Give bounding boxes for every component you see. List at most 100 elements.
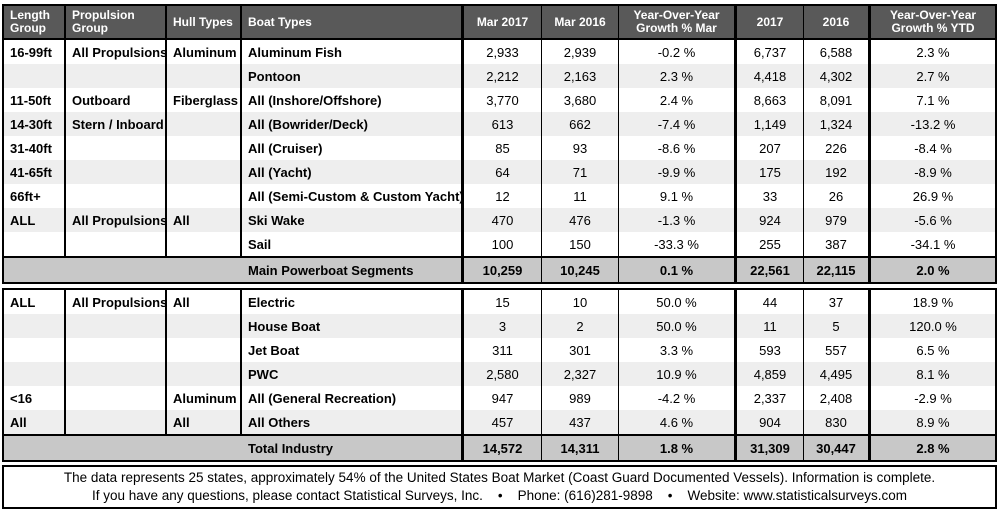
cell-total-2017: 1,149 xyxy=(737,112,804,136)
cell-length-group: All xyxy=(4,410,66,434)
cell-total-2017: 4,418 xyxy=(737,64,804,88)
cell-hull-types xyxy=(167,160,242,184)
cell-propulsion-group xyxy=(66,184,167,208)
cell-length-group xyxy=(4,338,66,362)
cell-propulsion-group xyxy=(66,386,167,410)
cell-total-2017: 8,663 xyxy=(737,88,804,112)
cell-total-2017: 4,859 xyxy=(737,362,804,386)
cell-yoy-growth-ytd: 2.3 % xyxy=(916,44,950,60)
cell-propulsion-group xyxy=(66,160,167,184)
cell-hull-types xyxy=(167,232,242,256)
summary-total-2016: 22,115 xyxy=(804,258,871,282)
main-powerboat-segments-table: Length Group Propulsion Group Hull Types Bo… xyxy=(2,4,997,284)
cell-yoy-growth-ytd: -34.1 % xyxy=(910,236,956,252)
cell-yoy-growth-ytd: 18.9 % xyxy=(912,294,954,310)
cell-length-group: <16 xyxy=(4,386,66,410)
cell-yoy-growth-ytd: -8.4 % xyxy=(914,140,952,156)
cell-hull-types xyxy=(167,184,242,208)
cell-yoy-growth-ytd: 26.9 % xyxy=(912,188,954,204)
cell-mar-2017: 613 xyxy=(464,112,542,136)
summary-mar-2017: 14,572 xyxy=(464,436,542,460)
cell-yoy-growth-ytd: -13.2 % xyxy=(910,116,956,132)
cell-propulsion-group: Outboard xyxy=(66,88,167,112)
cell-mar-2016: 2,163 xyxy=(542,64,619,88)
cell-yoy-growth-mar: -1.3 % xyxy=(619,208,737,232)
cell-hull-types: Aluminum xyxy=(167,40,242,64)
cell-length-group: 14-30ft xyxy=(4,112,66,136)
cell-mar-2016: 71 xyxy=(542,160,619,184)
cell-propulsion-group xyxy=(66,232,167,256)
other-segments-table: ALL All Propulsions All Electric 15 10 50.0 % 4… xyxy=(2,288,997,462)
cell-total-2016: 6,588 xyxy=(804,40,871,64)
summary-mar-2017: 10,259 xyxy=(464,258,542,282)
cell-propulsion-group xyxy=(66,136,167,160)
cell-boat-types: Aluminum Fish xyxy=(242,40,464,64)
cell-yoy-growth-ytd: 6.5 % xyxy=(916,342,950,358)
summary-label: Total Industry xyxy=(4,436,464,460)
cell-total-2017: 175 xyxy=(737,160,804,184)
header-cell-length-group: Length Group xyxy=(4,6,66,38)
table-row: PWC 2,580 2,327 10.9 % 4,859 4,495 8.1 % xyxy=(4,362,995,386)
cell-mar-2016: 989 xyxy=(542,386,619,410)
header-cell-hull-types: Hull Types xyxy=(167,6,242,38)
cell-hull-types xyxy=(167,64,242,88)
cell-mar-2016: 2,327 xyxy=(542,362,619,386)
cell-propulsion-group: Stern / Inboard xyxy=(66,112,167,136)
header-cell-total-2017: 2017 xyxy=(737,6,804,38)
cell-mar-2016: 10 xyxy=(542,290,619,314)
summary-label: Main Powerboat Segments xyxy=(4,258,464,282)
cell-boat-types: PWC xyxy=(242,362,464,386)
cell-yoy-growth-ytd: -8.9 % xyxy=(914,164,952,180)
cell-total-2016: 1,324 xyxy=(804,112,871,136)
cell-boat-types: Sail xyxy=(242,232,464,256)
cell-hull-types xyxy=(167,136,242,160)
cell-total-2017: 924 xyxy=(737,208,804,232)
table-row: Jet Boat 311 301 3.3 % 593 557 6.5 % xyxy=(4,338,995,362)
cell-total-2016: 2,408 xyxy=(804,386,871,410)
cell-boat-types: All (Semi-Custom & Custom Yacht) xyxy=(242,184,464,208)
cell-boat-types: Pontoon xyxy=(242,64,464,88)
cell-length-group xyxy=(4,64,66,88)
table-row: 11-50ft Outboard Fiberglass All (Inshore/Of… xyxy=(4,88,995,112)
cell-mar-2017: 947 xyxy=(464,386,542,410)
table-row: All All All Others 457 437 4.6 % 904 830 8.9 % xyxy=(4,410,995,434)
cell-mar-2016: 2,939 xyxy=(542,40,619,64)
cell-yoy-growth-ytd: -2.9 % xyxy=(914,390,952,406)
cell-mar-2017: 2,212 xyxy=(464,64,542,88)
cell-yoy-growth-ytd: 7.1 % xyxy=(916,92,950,108)
cell-mar-2017: 311 xyxy=(464,338,542,362)
table-row: <16 Aluminum All (General Recreation) 947 98… xyxy=(4,386,995,410)
cell-yoy-growth-mar: 50.0 % xyxy=(619,314,737,338)
summary-yoy-growth-ytd: 2.8 % xyxy=(916,440,950,456)
cell-mar-2017: 3 xyxy=(464,314,542,338)
cell-total-2016: 226 xyxy=(804,136,871,160)
table-row: House Boat 3 2 50.0 % 11 5 120.0 % xyxy=(4,314,995,338)
cell-mar-2017: 85 xyxy=(464,136,542,160)
table-row: 41-65ft All (Yacht) 64 71 -9.9 % 175 192 -8.9 % xyxy=(4,160,995,184)
cell-yoy-growth-mar: 4.6 % xyxy=(619,410,737,434)
summary-mar-2016: 14,311 xyxy=(542,436,619,460)
cell-yoy-growth-mar: -9.9 % xyxy=(619,160,737,184)
cell-boat-types: All (Cruiser) xyxy=(242,136,464,160)
cell-length-group xyxy=(4,314,66,338)
cell-propulsion-group: All Propulsions xyxy=(66,290,167,314)
cell-total-2017: 2,337 xyxy=(737,386,804,410)
cell-propulsion-group xyxy=(66,314,167,338)
cell-propulsion-group xyxy=(66,410,167,434)
header-cell-yoy-growth-mar: Year-Over-Year Growth % Mar xyxy=(619,6,737,38)
cell-yoy-growth-mar: -4.2 % xyxy=(619,386,737,410)
table-row: ALL All Propulsions All Electric 15 10 50.0 % 4… xyxy=(4,290,995,314)
summary-total-2017: 31,309 xyxy=(737,436,804,460)
cell-yoy-growth-mar: 10.9 % xyxy=(619,362,737,386)
cell-boat-types: All (Yacht) xyxy=(242,160,464,184)
cell-hull-types: All xyxy=(167,410,242,434)
table-row: 31-40ft All (Cruiser) 85 93 -8.6 % 207 226 -8.4… xyxy=(4,136,995,160)
cell-length-group: ALL xyxy=(4,290,66,314)
cell-mar-2016: 437 xyxy=(542,410,619,434)
cell-yoy-growth-mar: -8.6 % xyxy=(619,136,737,160)
footer-line-1: The data represents 25 states, approxima… xyxy=(63,470,936,485)
cell-length-group: ALL xyxy=(4,208,66,232)
summary-row: Main Powerboat Segments 10,259 10,245 0.1 %… xyxy=(4,256,995,282)
header-cell-boat-types: Boat Types xyxy=(242,6,464,38)
